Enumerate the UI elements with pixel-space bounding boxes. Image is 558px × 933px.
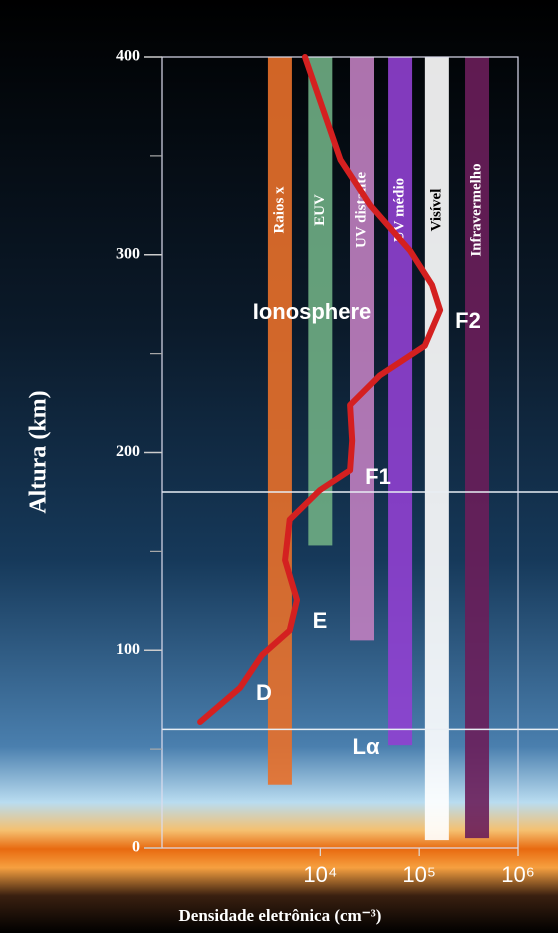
- spectral-band: [388, 57, 413, 746]
- layer-label: E: [313, 608, 328, 633]
- layer-label: Lα: [353, 734, 380, 759]
- spectral-band: [465, 57, 490, 839]
- spectral-band: [424, 57, 449, 841]
- y-tick-label: 300: [116, 245, 140, 262]
- layer-label: F2: [455, 308, 481, 333]
- y-tick-label: 400: [116, 48, 140, 65]
- spectral-band: [267, 57, 292, 785]
- band-label: Raios x: [271, 186, 287, 234]
- band-label: EUV: [312, 194, 328, 226]
- layer-label: F1: [365, 464, 391, 489]
- layer-label: Ionosphere: [253, 299, 372, 324]
- band-label: Visível: [428, 189, 444, 232]
- x-axis-label: Densidade eletrônica (cm⁻³): [179, 906, 382, 925]
- spectral-band: [350, 57, 375, 641]
- layer-label: D: [256, 680, 272, 705]
- x-tick-label: 10⁶: [501, 862, 535, 887]
- band-label: UV médio: [392, 178, 408, 242]
- band-label: Infravermelho: [468, 163, 484, 256]
- x-tick-label: 10⁴: [303, 862, 337, 887]
- y-axis-label: Altura (km): [26, 390, 52, 513]
- electron-density-curve: [197, 54, 444, 725]
- y-tick-label: 0: [132, 839, 140, 856]
- y-tick-label: 200: [116, 443, 140, 460]
- spectral-band: [308, 57, 333, 546]
- y-tick-label: 100: [116, 641, 140, 658]
- x-tick-label: 10⁵: [402, 862, 436, 887]
